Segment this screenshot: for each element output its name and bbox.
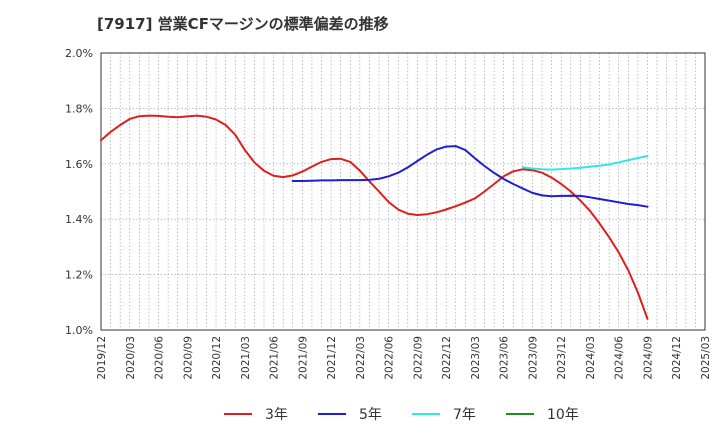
grid-layer <box>101 53 705 330</box>
y-tick-label: 1.0% <box>65 324 93 337</box>
y-tick-label: 1.2% <box>65 269 93 282</box>
series-line-5年 <box>291 145 649 208</box>
y-tick-label: 2.0% <box>65 47 93 60</box>
chart-title: [7917] 営業CFマージンの標準偏差の推移 <box>97 15 389 33</box>
x-tick-label: 2019/12 <box>96 336 108 380</box>
x-axis-ticks: 2019/12 2020/03 2020/06 2020/09 2020/12 2021/… <box>96 336 712 380</box>
series-layer <box>100 114 649 320</box>
x-tick-label: 2020/09 <box>182 336 194 380</box>
x-tick-label: 2020/06 <box>154 336 166 380</box>
legend-label: 10年 <box>547 407 579 423</box>
x-tick-label: 2021/06 <box>269 336 281 380</box>
series-line-7年 <box>521 155 649 171</box>
legend: 3年 5年 7年 10年 <box>224 407 579 423</box>
y-axis-ticks: 1.0% 1.2% 1.4% 1.6% 1.8% 2.0% <box>65 47 93 337</box>
y-tick-label: 1.6% <box>65 158 93 171</box>
x-tick-label: 2021/03 <box>240 336 252 380</box>
x-tick-label: 2022/12 <box>441 336 453 380</box>
x-tick-label: 2023/03 <box>470 336 482 380</box>
x-tick-label: 2023/09 <box>527 336 539 380</box>
x-tick-label: 2024/06 <box>614 336 626 380</box>
x-tick-label: 2023/06 <box>499 336 511 380</box>
x-tick-label: 2021/09 <box>297 336 309 380</box>
plot-frame <box>100 52 706 331</box>
x-tick-label: 2022/06 <box>384 336 396 380</box>
legend-label: 5年 <box>359 407 382 423</box>
y-tick-label: 1.8% <box>65 102 93 115</box>
x-tick-label: 2024/12 <box>671 336 683 380</box>
legend-label: 7年 <box>453 407 476 423</box>
x-tick-label: 2025/03 <box>700 336 712 380</box>
series-line-3年 <box>100 114 649 320</box>
x-tick-label: 2020/12 <box>211 336 223 380</box>
x-tick-label: 2024/09 <box>642 336 654 380</box>
x-tick-label: 2022/09 <box>412 336 424 380</box>
y-tick-label: 1.4% <box>65 213 93 226</box>
x-tick-label: 2020/03 <box>125 336 137 380</box>
x-tick-label: 2022/03 <box>355 336 367 380</box>
legend-label: 3年 <box>265 407 288 423</box>
x-tick-label: 2023/12 <box>556 336 568 380</box>
x-tick-label: 2021/12 <box>326 336 338 380</box>
x-tick-label: 2024/03 <box>585 336 597 380</box>
